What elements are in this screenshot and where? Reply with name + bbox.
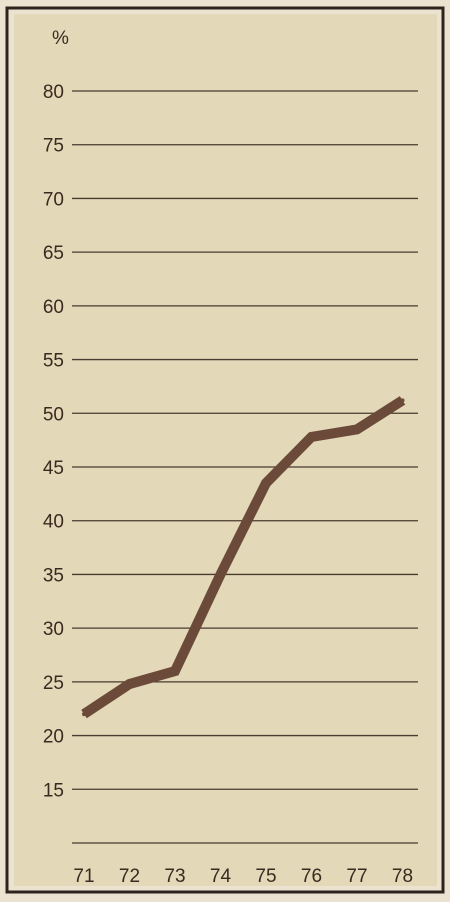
data-point bbox=[309, 434, 314, 439]
data-point bbox=[173, 669, 177, 674]
y-tick-label: 75 bbox=[43, 136, 64, 157]
data-point bbox=[355, 427, 359, 432]
x-tick-label: 73 bbox=[164, 866, 185, 887]
series bbox=[81, 396, 406, 719]
y-tick-label: 35 bbox=[43, 565, 64, 586]
x-tick-label: 76 bbox=[301, 866, 322, 887]
data-point bbox=[82, 712, 86, 717]
y-tick-label: 70 bbox=[43, 189, 64, 210]
data-point bbox=[127, 682, 132, 687]
data-point bbox=[400, 398, 405, 403]
y-tick-label: 20 bbox=[43, 727, 64, 748]
y-tick-label: 80 bbox=[43, 82, 64, 103]
x-tick-label: 71 bbox=[73, 866, 94, 887]
x-axis-tick-labels: 71 72 73 74 75 76 77 78 bbox=[73, 866, 413, 887]
y-tick-label: 30 bbox=[43, 619, 64, 640]
y-tick-label: 25 bbox=[43, 673, 64, 694]
data-points bbox=[82, 398, 405, 717]
y-tick-label: 15 bbox=[43, 780, 64, 801]
y-axis-unit-label: % bbox=[52, 28, 69, 49]
y-tick-label: 60 bbox=[43, 297, 64, 318]
x-tick-label: 78 bbox=[392, 866, 413, 887]
chart-frame bbox=[5, 6, 445, 894]
grid-lines bbox=[72, 90, 418, 844]
x-tick-label: 74 bbox=[210, 866, 232, 887]
y-tick-label: 50 bbox=[43, 404, 64, 425]
x-tick-label: 72 bbox=[119, 866, 140, 887]
y-tick-label: 65 bbox=[43, 243, 64, 264]
x-tick-label: 75 bbox=[255, 866, 276, 887]
x-tick-label: 77 bbox=[346, 866, 367, 887]
data-point bbox=[264, 481, 268, 486]
data-point bbox=[218, 572, 223, 577]
y-axis-tick-labels: 15 20 25 30 35 40 45 50 55 60 65 70 75 80 bbox=[43, 82, 64, 801]
y-tick-label: 40 bbox=[43, 512, 64, 533]
series-line bbox=[81, 396, 406, 719]
plot-background bbox=[14, 14, 437, 886]
y-tick-label: 55 bbox=[43, 351, 64, 372]
y-tick-label: 45 bbox=[43, 458, 64, 479]
